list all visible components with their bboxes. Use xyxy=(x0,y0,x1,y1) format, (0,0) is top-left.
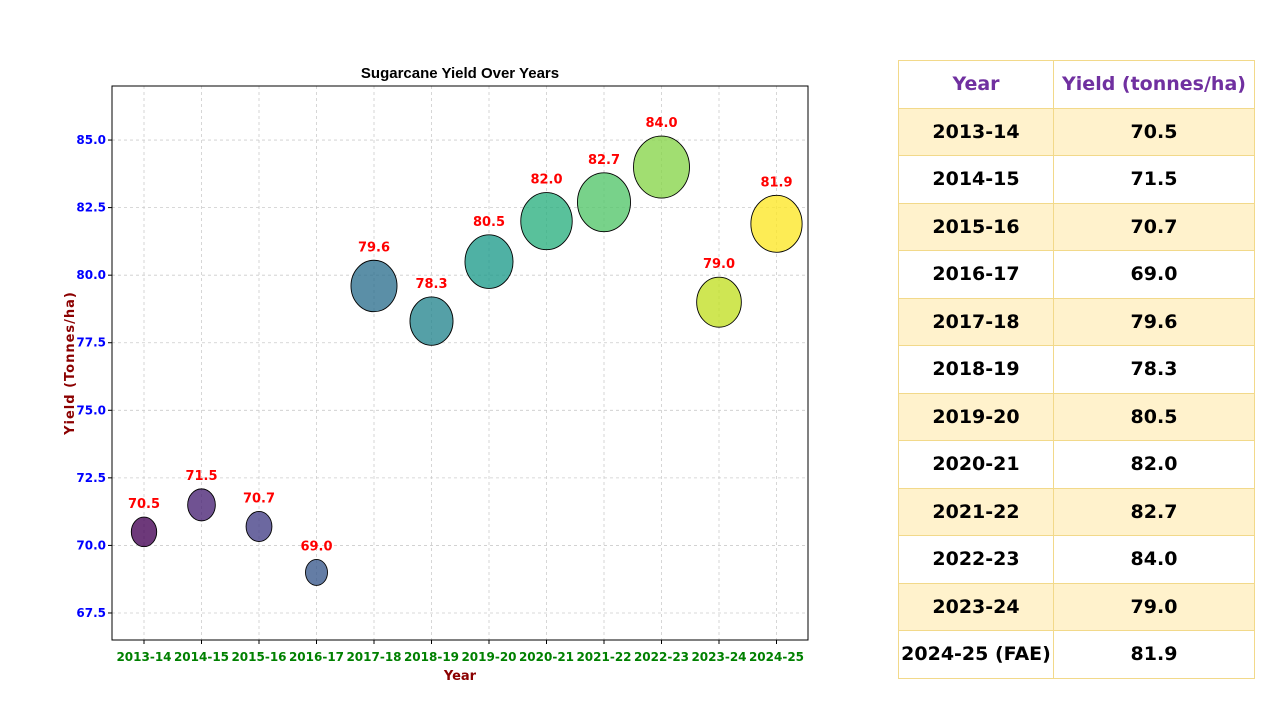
table-cell-year: 2018-19 xyxy=(898,345,1054,394)
table-cell-yield: 79.0 xyxy=(1053,582,1255,631)
table-cell-yield: 82.7 xyxy=(1053,487,1255,536)
table-row: 2022-23 84.0 xyxy=(898,535,1255,584)
y-axis-ticks: 67.5 70.0 72.5 75.0 77.5 80.0 82.5 85.0 xyxy=(76,133,112,620)
y-tick-label: 72.5 xyxy=(76,471,106,485)
bubble-chart: Sugarcane Yield Over Years 67.5 70.0 72.5 7… xyxy=(63,65,809,684)
chart-title: Sugarcane Yield Over Years xyxy=(361,65,559,82)
bubble-2013-14 xyxy=(130,516,158,548)
table-cell-yield: 78.3 xyxy=(1053,345,1255,394)
y-tick-label: 75.0 xyxy=(76,403,106,417)
table-row: 2019-20 80.5 xyxy=(898,392,1255,441)
grid-lines xyxy=(112,86,808,640)
data-label: 82.7 xyxy=(588,153,620,168)
table-cell-year: 2013-14 xyxy=(898,107,1054,156)
table-cell-year: 2021-22 xyxy=(898,487,1054,536)
x-tick-label: 2014-15 xyxy=(174,650,229,664)
x-tick-label: 2021-22 xyxy=(576,650,631,664)
table-cell-year: 2022-23 xyxy=(898,535,1054,584)
bubble-2016-17 xyxy=(305,558,328,586)
x-tick-label: 2018-19 xyxy=(404,650,459,664)
bubbles xyxy=(130,135,803,586)
bubble-2019-20 xyxy=(464,234,514,289)
bubble-2021-22 xyxy=(577,172,631,233)
table-cell-year: 2015-16 xyxy=(898,202,1054,251)
data-label: 81.9 xyxy=(760,175,792,190)
data-labels: 70.5 71.5 70.7 69.0 79.6 78.3 80.5 82.0 82.7 84.0… xyxy=(128,116,793,554)
bubble-2014-15 xyxy=(187,488,216,522)
x-axis-ticks: 2013-14 2014-15 2015-16 2016-17 2017-18 2018-… xyxy=(116,640,804,664)
table-cell-year: 2019-20 xyxy=(898,392,1054,441)
bubble-2018-19 xyxy=(409,296,454,346)
table-row: 2018-19 78.3 xyxy=(898,345,1255,394)
y-axis-label: Yield (Tonnes/ha) xyxy=(63,291,78,436)
bubble-2024-25 xyxy=(750,194,803,253)
table-cell-yield: 84.0 xyxy=(1053,535,1255,584)
data-label: 71.5 xyxy=(185,469,217,484)
yield-table: Year Yield (tonnes/ha) 2013-14 70.5 2014-1… xyxy=(898,60,1255,679)
plot-frame xyxy=(111,85,809,641)
data-label: 82.0 xyxy=(530,173,562,188)
table-cell-yield: 70.5 xyxy=(1053,107,1255,156)
table-row: 2024-25 (FAE) 81.9 xyxy=(898,630,1255,679)
table-cell-yield: 69.0 xyxy=(1053,250,1255,299)
bubble-2015-16 xyxy=(245,511,273,542)
table-row: 2023-24 79.0 xyxy=(898,582,1255,631)
bubble-2020-21 xyxy=(520,192,573,251)
table-header-row: Year Yield (tonnes/ha) xyxy=(898,60,1255,109)
x-tick-label: 2013-14 xyxy=(116,650,171,664)
table-row: 2017-18 79.6 xyxy=(898,297,1255,346)
y-tick-label: 80.0 xyxy=(76,268,106,282)
x-tick-label: 2022-23 xyxy=(634,650,689,664)
y-tick-label: 67.5 xyxy=(76,606,106,620)
data-label: 79.6 xyxy=(358,240,390,255)
table-row: 2016-17 69.0 xyxy=(898,250,1255,299)
table-row: 2015-16 70.7 xyxy=(898,202,1255,251)
table-cell-yield: 80.5 xyxy=(1053,392,1255,441)
data-label: 70.7 xyxy=(243,491,275,506)
x-tick-label: 2019-20 xyxy=(461,650,516,664)
y-tick-label: 82.5 xyxy=(76,201,106,215)
x-tick-label: 2017-18 xyxy=(346,650,401,664)
bubble-2022-23 xyxy=(633,135,690,199)
table-cell-yield: 79.6 xyxy=(1053,297,1255,346)
data-label: 80.5 xyxy=(473,215,505,230)
table-cell-yield: 81.9 xyxy=(1053,630,1255,679)
table-cell-year: 2023-24 xyxy=(898,582,1054,631)
data-label: 84.0 xyxy=(645,116,677,131)
table-cell-yield: 71.5 xyxy=(1053,155,1255,204)
y-tick-label: 85.0 xyxy=(76,133,106,147)
x-axis-label: Year xyxy=(443,669,477,684)
x-tick-label: 2023-24 xyxy=(691,650,746,664)
data-label: 70.5 xyxy=(128,497,160,512)
y-tick-label: 70.0 xyxy=(76,538,106,552)
data-label: 69.0 xyxy=(300,539,332,554)
bubble-2017-18 xyxy=(350,259,398,313)
header-yield: Yield (tonnes/ha) xyxy=(1053,60,1255,109)
table-cell-year: 2014-15 xyxy=(898,155,1054,204)
table-cell-year: 2017-18 xyxy=(898,297,1054,346)
table-cell-yield: 82.0 xyxy=(1053,440,1255,489)
table-cell-year: 2024-25 (FAE) xyxy=(898,630,1054,679)
header-year: Year xyxy=(898,60,1054,109)
table-row: 2014-15 71.5 xyxy=(898,155,1255,204)
data-label: 78.3 xyxy=(415,277,447,292)
table-cell-yield: 70.7 xyxy=(1053,202,1255,251)
table-cell-year: 2016-17 xyxy=(898,250,1054,299)
table-row: 2020-21 82.0 xyxy=(898,440,1255,489)
x-tick-label: 2016-17 xyxy=(289,650,344,664)
table-row: 2021-22 82.7 xyxy=(898,487,1255,536)
data-label: 79.0 xyxy=(703,257,735,272)
x-tick-label: 2020-21 xyxy=(519,650,574,664)
table-row: 2013-14 70.5 xyxy=(898,107,1255,156)
x-tick-label: 2024-25 xyxy=(749,650,804,664)
y-tick-label: 77.5 xyxy=(76,336,106,350)
bubble-2023-24 xyxy=(696,276,742,328)
x-tick-label: 2015-16 xyxy=(231,650,286,664)
table-cell-year: 2020-21 xyxy=(898,440,1054,489)
